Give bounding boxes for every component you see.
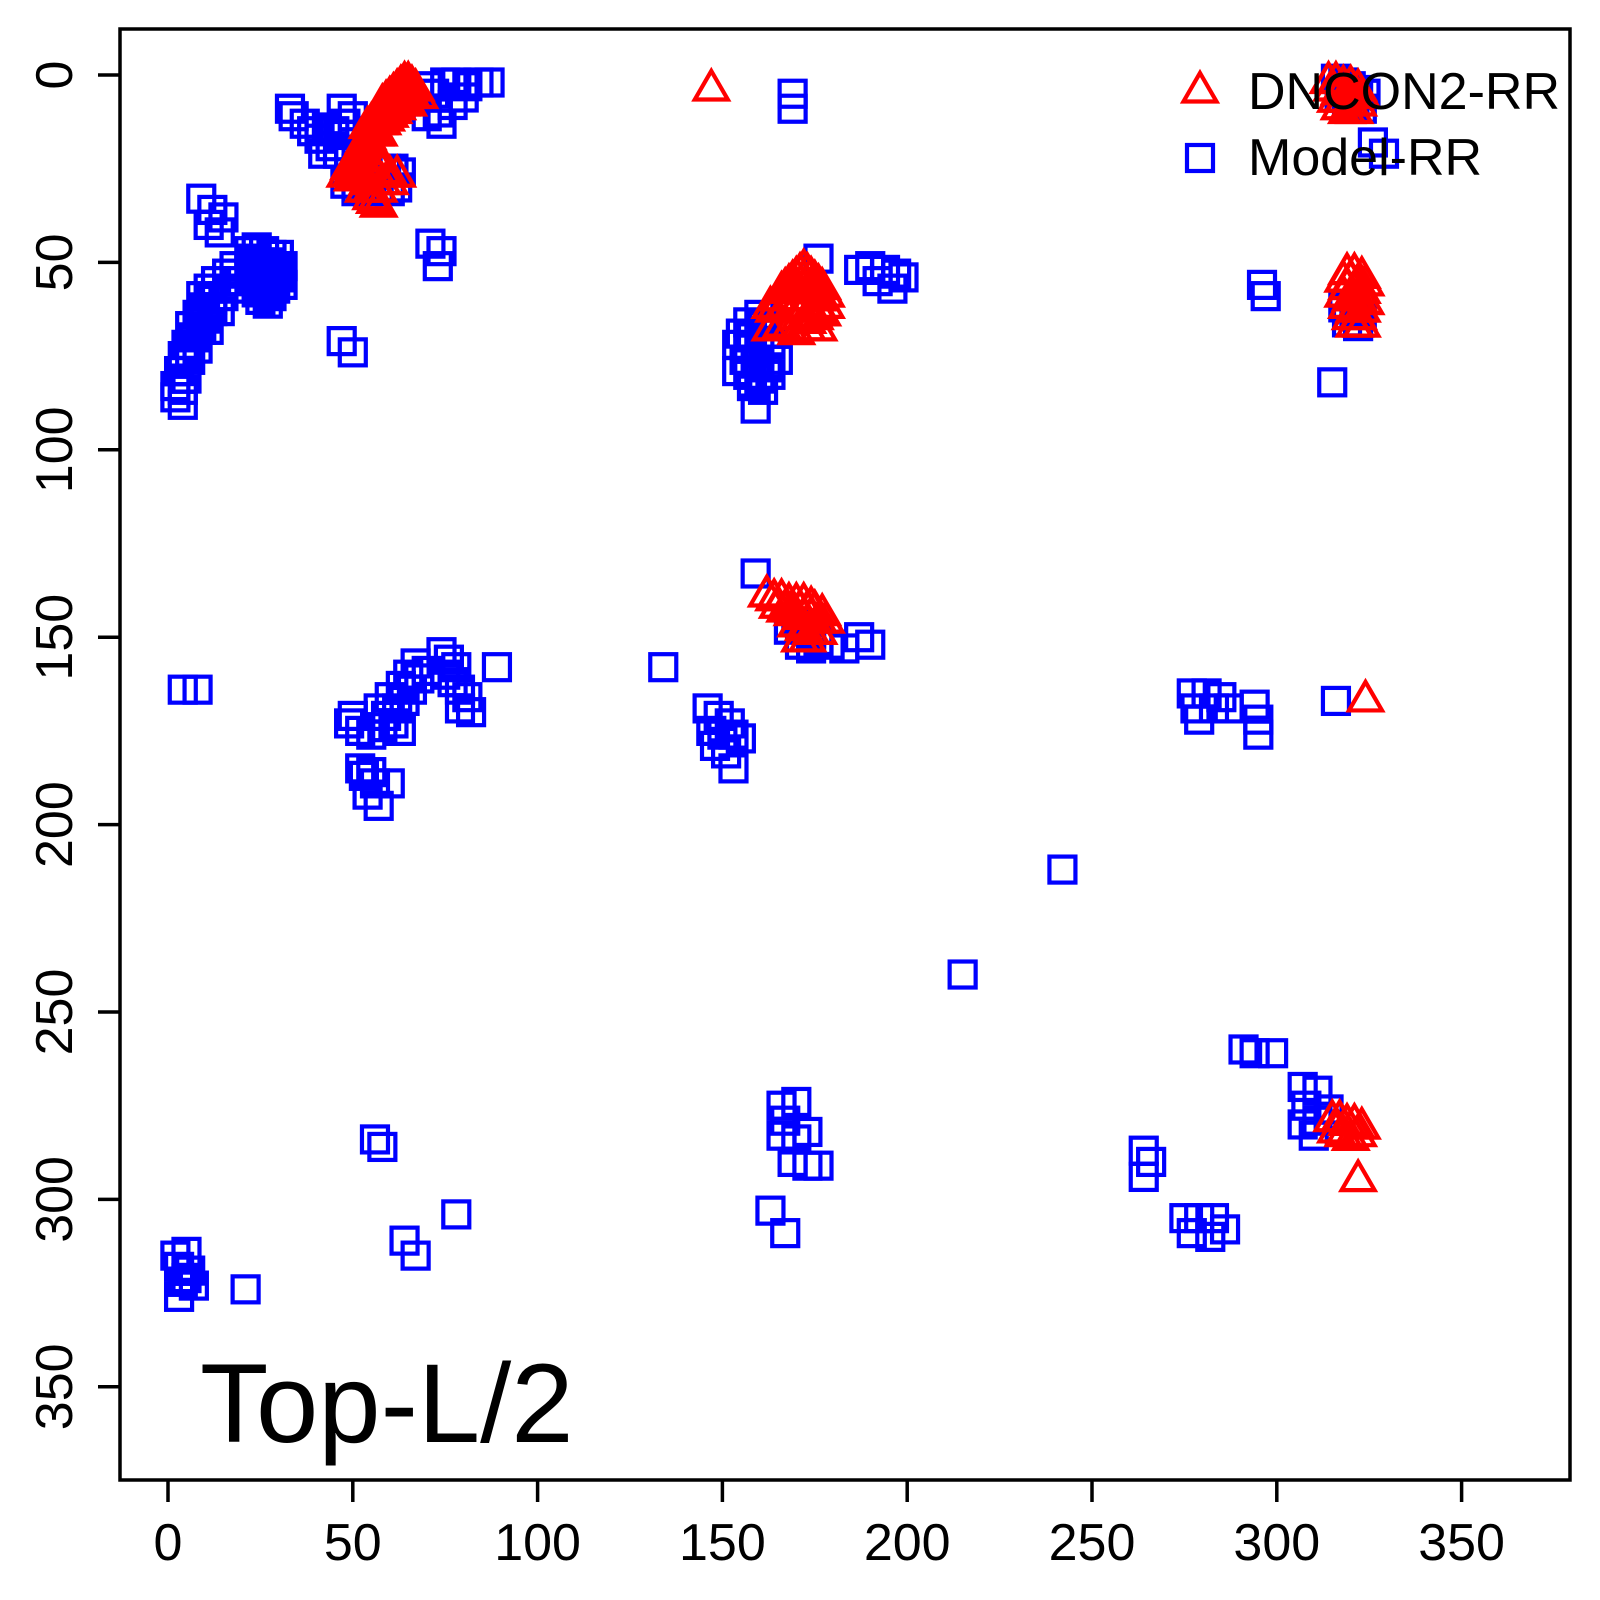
model-rr-point bbox=[777, 93, 808, 124]
dncon2-rr-point bbox=[772, 591, 813, 627]
dncon2-rr-point bbox=[1337, 1112, 1379, 1148]
model-rr-point bbox=[1258, 1038, 1289, 1069]
model-rr-point bbox=[1239, 1038, 1270, 1069]
x-axis-tick-label: 50 bbox=[324, 1514, 382, 1572]
model-rr-point bbox=[385, 715, 416, 747]
dncon2-rr-point bbox=[1330, 1116, 1371, 1152]
model-rr-point bbox=[422, 251, 453, 282]
model-rr-point bbox=[755, 1195, 786, 1226]
dncon2-rr-point bbox=[1334, 89, 1375, 125]
model-rr-point bbox=[441, 1199, 472, 1230]
dncon2-rr-point bbox=[1337, 1157, 1379, 1193]
model-rr-point bbox=[1176, 1218, 1207, 1249]
y-axis-tick-label: 350 bbox=[26, 1343, 84, 1430]
dncon2-rr-point bbox=[765, 587, 806, 623]
model-rr-point bbox=[245, 284, 276, 315]
dncon2-rr-point bbox=[691, 66, 732, 102]
x-axis-tick-label: 350 bbox=[1418, 1514, 1505, 1572]
y-axis-tick-label: 50 bbox=[26, 233, 84, 291]
model-rr-point bbox=[747, 374, 779, 405]
dncon2-rr-point bbox=[358, 167, 399, 203]
model-rr-point bbox=[223, 266, 254, 297]
dncon2-rr-point bbox=[1315, 1108, 1357, 1144]
y-axis-tick-label: 250 bbox=[26, 969, 84, 1056]
model-rr-point bbox=[426, 108, 457, 139]
model-rr-point bbox=[230, 1274, 261, 1305]
y-axis-tick-label: 300 bbox=[26, 1156, 84, 1243]
model-rr-point bbox=[740, 393, 771, 424]
model-rr-point bbox=[182, 674, 213, 705]
model-rr-point bbox=[1047, 854, 1078, 885]
x-axis-tick-label: 300 bbox=[1233, 1514, 1320, 1572]
dncon2-rr-point bbox=[798, 306, 839, 342]
legend-triangle-marker bbox=[1179, 68, 1221, 104]
model-rr-point bbox=[855, 629, 886, 660]
legend-label-dncon2-rr: DNCON2-RR bbox=[1248, 63, 1560, 121]
model-rr-point bbox=[1368, 138, 1400, 169]
dncon2-rr-point bbox=[750, 306, 791, 342]
model-rr-point bbox=[792, 1116, 823, 1148]
model-rr-point bbox=[803, 1150, 834, 1181]
model-rr-point bbox=[163, 1281, 195, 1312]
model-rr-point bbox=[167, 389, 198, 420]
model-rr-point bbox=[204, 217, 235, 248]
model-rr-point bbox=[740, 558, 771, 589]
x-axis-tick-label: 0 bbox=[154, 1514, 183, 1572]
y-axis-tick-label: 0 bbox=[26, 61, 84, 90]
plot-border bbox=[118, 27, 1572, 1482]
dncon2-rr-point bbox=[761, 302, 802, 338]
model-rr-point bbox=[252, 288, 283, 319]
model-rr-point bbox=[1317, 367, 1348, 398]
y-axis-tick-label: 150 bbox=[26, 594, 84, 681]
x-axis-tick-label: 200 bbox=[864, 1514, 951, 1572]
dncon2-rr-point bbox=[388, 81, 429, 117]
model-rr-point bbox=[1250, 281, 1281, 312]
x-axis-tick-label: 100 bbox=[494, 1514, 581, 1572]
annotation-top-l2: Top-L/2 bbox=[200, 1341, 574, 1466]
legend-square-marker bbox=[1184, 142, 1216, 174]
model-rr-point bbox=[1209, 1214, 1241, 1245]
model-rr-point bbox=[1298, 1120, 1329, 1151]
model-rr-point bbox=[367, 1131, 398, 1163]
model-rr-point bbox=[1320, 685, 1352, 717]
model-rr-point bbox=[171, 1263, 202, 1294]
dncon2-rr-point bbox=[358, 182, 399, 218]
legend-label-model-rr: Model-RR bbox=[1248, 129, 1482, 187]
y-axis-tick-label: 200 bbox=[26, 781, 84, 868]
dncon2-rr-point bbox=[787, 617, 828, 653]
dncon2-rr-point bbox=[802, 291, 843, 327]
model-rr-point bbox=[718, 753, 749, 784]
model-rr-point bbox=[337, 337, 368, 368]
model-rr-point bbox=[1243, 719, 1274, 750]
dncon2-rr-point bbox=[776, 602, 817, 638]
x-axis-tick-label: 150 bbox=[679, 1514, 766, 1572]
dncon2-rr-point bbox=[776, 310, 817, 346]
model-rr-point bbox=[400, 1240, 431, 1271]
model-rr-point bbox=[359, 1124, 391, 1155]
x-axis-tick-label: 250 bbox=[1049, 1514, 1136, 1572]
dncon2-rr-point bbox=[377, 153, 418, 188]
y-axis-tick-label: 100 bbox=[26, 406, 84, 493]
dncon2-rr-point bbox=[1341, 302, 1382, 338]
model-rr-point bbox=[1128, 1161, 1159, 1193]
model-rr-point bbox=[455, 697, 487, 728]
model-rr-point bbox=[1184, 704, 1215, 735]
model-rr-point bbox=[160, 382, 191, 413]
model-rr-point bbox=[947, 959, 978, 990]
dncon2-rr-point bbox=[757, 584, 798, 619]
model-rr-point bbox=[481, 652, 513, 683]
model-rr-point bbox=[888, 262, 919, 293]
model-rr-point bbox=[356, 757, 387, 788]
dncon2-rr-point bbox=[1345, 677, 1386, 713]
model-rr-point bbox=[648, 652, 679, 683]
